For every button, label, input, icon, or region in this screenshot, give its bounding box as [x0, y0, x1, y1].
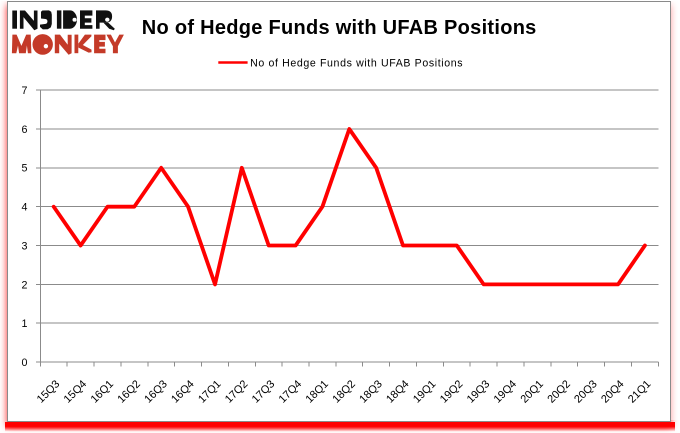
svg-text:0: 0 [21, 357, 27, 369]
svg-text:17Q3: 17Q3 [250, 378, 278, 406]
svg-text:19Q1: 19Q1 [411, 378, 439, 406]
svg-text:18Q3: 18Q3 [357, 378, 385, 406]
svg-text:6: 6 [21, 124, 27, 136]
svg-text:17Q1: 17Q1 [196, 378, 224, 406]
svg-text:20Q4: 20Q4 [599, 378, 627, 406]
svg-text:2: 2 [21, 279, 27, 291]
svg-text:No of Hedge Funds with UFAB Po: No of Hedge Funds with UFAB Positions [250, 57, 463, 69]
svg-text:18Q4: 18Q4 [384, 378, 412, 406]
svg-text:17Q2: 17Q2 [223, 378, 251, 406]
svg-text:21Q1: 21Q1 [626, 378, 654, 406]
svg-text:15Q4: 15Q4 [62, 378, 90, 406]
svg-text:16Q3: 16Q3 [142, 378, 170, 406]
svg-text:20Q1: 20Q1 [518, 378, 546, 406]
svg-text:18Q1: 18Q1 [303, 378, 331, 406]
svg-text:15Q3: 15Q3 [35, 378, 63, 406]
svg-text:18Q2: 18Q2 [330, 378, 358, 406]
svg-text:1: 1 [21, 318, 27, 330]
svg-text:No of Hedge Funds with UFAB Po: No of Hedge Funds with UFAB Positions [142, 17, 537, 39]
svg-text:16Q4: 16Q4 [169, 378, 197, 406]
svg-text:19Q4: 19Q4 [492, 378, 520, 406]
svg-text:19Q2: 19Q2 [438, 378, 466, 406]
svg-text:7: 7 [21, 85, 27, 97]
svg-text:4: 4 [21, 202, 27, 214]
svg-text:20Q2: 20Q2 [545, 378, 573, 406]
svg-text:20Q3: 20Q3 [572, 378, 600, 406]
svg-text:16Q2: 16Q2 [115, 378, 143, 406]
svg-text:3: 3 [21, 240, 27, 252]
svg-text:16Q1: 16Q1 [89, 378, 117, 406]
svg-text:19Q3: 19Q3 [465, 378, 493, 406]
svg-text:5: 5 [21, 163, 27, 175]
svg-text:17Q4: 17Q4 [277, 378, 305, 406]
